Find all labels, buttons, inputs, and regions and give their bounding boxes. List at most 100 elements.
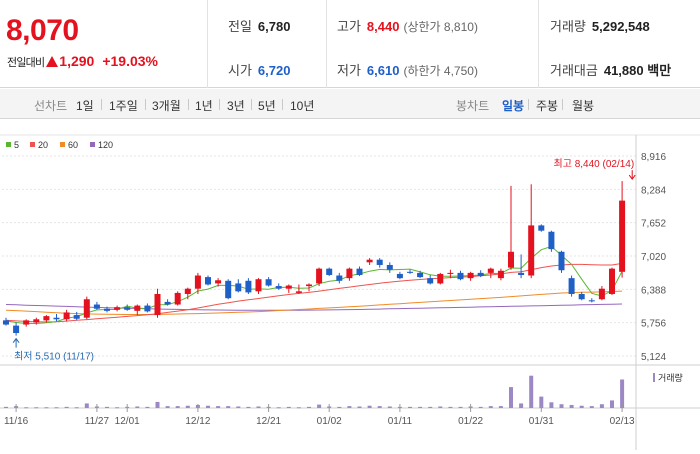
candle-body bbox=[356, 268, 363, 275]
x-tick-label: 02/13 bbox=[610, 416, 635, 427]
volume-bar bbox=[105, 406, 109, 408]
x-tick-label: 11/16 bbox=[4, 416, 29, 427]
candle-body bbox=[568, 278, 575, 294]
candle-body bbox=[548, 231, 555, 250]
high-annotation: 최고 8,440 (02/14) bbox=[554, 158, 635, 170]
period-daily[interactable]: 일봉 bbox=[502, 99, 525, 113]
volume-bar bbox=[256, 406, 261, 408]
stat-low: 저가 6,610 (하한가 4,750) bbox=[337, 60, 478, 79]
candle-body bbox=[528, 225, 535, 276]
y-axis: 8,916 8,284 7,652 7,020 6,388 5,756 5,124 bbox=[641, 152, 666, 363]
candle-body bbox=[467, 272, 474, 279]
volume-bar bbox=[84, 403, 89, 408]
candle-body bbox=[83, 299, 90, 318]
divider bbox=[538, 0, 539, 88]
current-price: 8,070 bbox=[6, 14, 79, 47]
volume-bar bbox=[539, 396, 544, 408]
candle-body bbox=[609, 268, 615, 294]
legend-swatch bbox=[90, 142, 95, 147]
legend-label: 120 bbox=[98, 140, 113, 150]
y-tick-label: 5,124 bbox=[641, 352, 666, 363]
candle-body bbox=[245, 280, 252, 293]
period-10y[interactable]: 10년 bbox=[290, 99, 315, 113]
period-5y[interactable]: 5년 bbox=[258, 99, 276, 113]
volume-bar bbox=[589, 406, 594, 408]
period-3m[interactable]: 3개월 bbox=[152, 99, 181, 113]
stat-label: 거래량 bbox=[550, 19, 586, 34]
candle-body bbox=[275, 286, 282, 289]
volume-bar bbox=[216, 406, 221, 408]
candle-body bbox=[427, 278, 434, 284]
stock-chart: 5 20 60 120 8,916 8,284 7,652 7,020 6,388 5,756 5… bbox=[0, 120, 700, 450]
volume-bar bbox=[458, 406, 463, 408]
candle-body bbox=[265, 279, 272, 286]
volume-bar bbox=[155, 401, 160, 408]
candle-body bbox=[93, 304, 100, 309]
line-chart-label: 선차트 bbox=[34, 99, 68, 113]
volume-bar bbox=[185, 405, 190, 408]
volume-bar bbox=[44, 407, 49, 409]
volume-bar bbox=[226, 406, 231, 408]
volume-bar bbox=[64, 406, 69, 408]
candle-body bbox=[134, 305, 141, 311]
legend-swatch bbox=[60, 142, 65, 147]
candle-body bbox=[225, 280, 232, 299]
x-tick-label: 01/22 bbox=[458, 416, 483, 427]
period-3y[interactable]: 3년 bbox=[227, 99, 245, 113]
candle-body bbox=[376, 259, 383, 265]
x-tick-label: 12/12 bbox=[185, 416, 210, 427]
volume-legend-label: 거래량 bbox=[658, 372, 683, 383]
volume-bar bbox=[579, 405, 584, 408]
period-1w[interactable]: 1주일 bbox=[109, 99, 138, 113]
volume-bar bbox=[74, 407, 79, 409]
volume-bar bbox=[175, 406, 180, 408]
candle-body bbox=[487, 268, 494, 273]
change-percent: +19.03% bbox=[102, 53, 158, 69]
x-tick-label: 11/27 bbox=[85, 416, 110, 427]
stat-label: 거래대금 bbox=[550, 63, 598, 78]
volume-bar bbox=[54, 407, 59, 409]
divider bbox=[528, 99, 529, 110]
x-tick-label: 12/01 bbox=[115, 416, 140, 427]
candle-body bbox=[619, 200, 626, 272]
candle-body bbox=[164, 301, 171, 305]
change-row: 전일대비 1,290 +19.03% bbox=[7, 53, 158, 70]
period-monthly[interactable]: 월봉 bbox=[572, 99, 595, 113]
legend-swatch bbox=[30, 142, 35, 147]
candle-body bbox=[235, 283, 242, 292]
divider bbox=[101, 99, 102, 110]
period-weekly[interactable]: 주봉 bbox=[536, 99, 559, 113]
quote-header: 8,070 전일대비 1,290 +19.03% 전일 6,780 시가 6,720 고… bbox=[0, 0, 700, 88]
y-tick-label: 8,284 bbox=[641, 185, 666, 196]
volume-bar bbox=[317, 404, 322, 408]
change-value: 1,290 bbox=[59, 53, 95, 69]
candle-body bbox=[306, 284, 312, 287]
x-tick-label: 01/11 bbox=[388, 416, 413, 427]
y-tick-label: 5,756 bbox=[641, 319, 666, 330]
candle-body bbox=[205, 277, 211, 285]
period-1d[interactable]: 1일 bbox=[76, 99, 94, 113]
legend-swatch bbox=[6, 142, 11, 147]
y-tick-label: 6,388 bbox=[641, 285, 666, 296]
volume-bar bbox=[438, 406, 443, 408]
stat-value: 6,610 bbox=[366, 63, 400, 78]
chart-toolbar: 선차트 1일 1주일 3개월 1년 3년 5년 10년 봉차트 일봉 주봉 월봉 bbox=[0, 89, 700, 119]
volume-bar bbox=[387, 406, 392, 408]
moving-average-lines bbox=[5, 245, 623, 324]
candle-body bbox=[23, 320, 30, 325]
candle-body bbox=[124, 307, 131, 310]
candlestick-chart: 5 20 60 120 8,916 8,284 7,652 7,020 6,388 5,756 5… bbox=[0, 134, 700, 450]
candles bbox=[3, 181, 626, 336]
candle-body bbox=[497, 270, 504, 279]
volume-bar bbox=[24, 407, 29, 409]
volume-bar bbox=[206, 405, 210, 408]
legend-label: 60 bbox=[68, 140, 78, 150]
volume-bar bbox=[418, 406, 423, 408]
volume-bars: 거래량 bbox=[4, 372, 683, 409]
volume-bar bbox=[610, 400, 614, 408]
period-1y[interactable]: 1년 bbox=[195, 99, 213, 113]
candle-body bbox=[558, 251, 565, 271]
x-tick-label: 01/02 bbox=[317, 416, 342, 427]
annotations: 최고 8,440 (02/14) 최저 5,510 (11/17) bbox=[12, 158, 636, 363]
y-tick-label: 7,020 bbox=[641, 252, 666, 263]
